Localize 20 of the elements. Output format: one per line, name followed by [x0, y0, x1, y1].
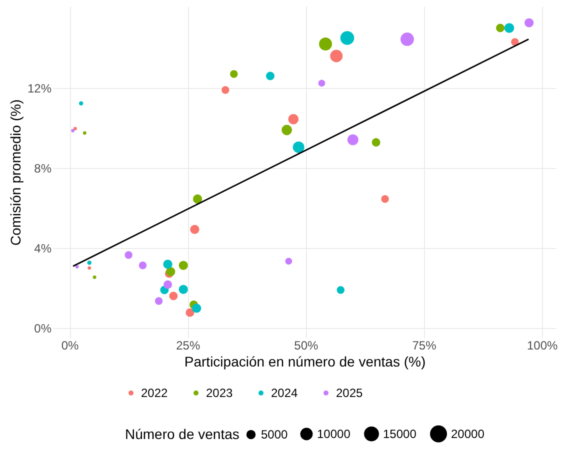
legend-label: 2023 — [206, 386, 234, 400]
y-axis-title: Comisión promedio (%) — [7, 99, 24, 246]
x-tick-label: 100% — [526, 338, 558, 352]
legend-label: 2025 — [336, 386, 364, 400]
x-tick-label: 50% — [294, 338, 319, 352]
legend-label: 5000 — [261, 428, 288, 442]
legend-label: 2022 — [141, 386, 168, 400]
legend-label: 10000 — [317, 427, 351, 442]
legend-label: 15000 — [383, 426, 417, 441]
y-tick-label: 12% — [27, 82, 52, 96]
x-tick-label: 75% — [412, 338, 437, 352]
y-tick-label: 4% — [34, 242, 52, 256]
y-tick-label: 0% — [34, 322, 52, 336]
x-tick-label: 0% — [61, 338, 80, 352]
legend-label: 20000 — [451, 426, 485, 441]
x-tick-label: 25% — [176, 338, 200, 352]
y-tick-label: 8% — [34, 162, 52, 176]
legend-label: 2024 — [271, 386, 298, 400]
legend-title: Número de ventas — [125, 426, 240, 442]
x-axis-title: Participación en número de ventas (%) — [184, 354, 426, 370]
